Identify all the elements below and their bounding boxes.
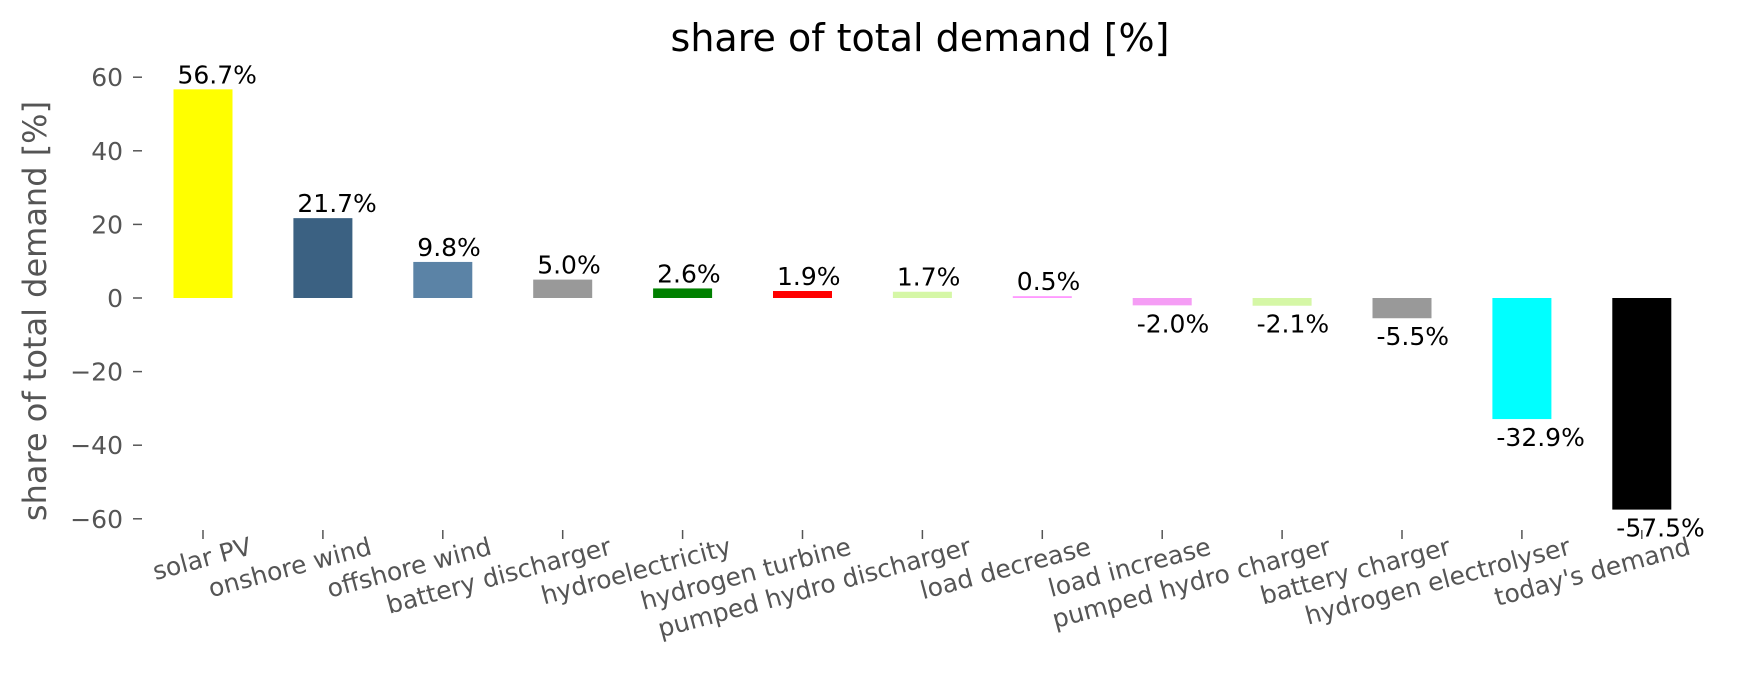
data-label: -2.1%	[1257, 310, 1330, 339]
data-label: -57.5%	[1616, 514, 1704, 543]
y-tick-label: 60	[91, 63, 123, 92]
y-tick-label: 0	[107, 284, 123, 313]
y-tick-label: 40	[91, 137, 123, 166]
bar	[1132, 298, 1192, 306]
bar	[533, 279, 593, 298]
bar	[1012, 296, 1072, 298]
data-label: 1.7%	[897, 263, 961, 292]
data-label: 2.6%	[657, 259, 721, 288]
bar	[653, 288, 713, 298]
data-label: 9.8%	[417, 233, 481, 262]
data-label: -32.9%	[1496, 423, 1584, 452]
y-axis-label: share of total demand [%]	[16, 101, 54, 521]
bar	[413, 261, 473, 298]
bar	[293, 218, 353, 298]
chart-title: share of total demand [%]	[671, 16, 1170, 60]
bar	[1252, 298, 1312, 306]
data-label: 5.0%	[537, 251, 601, 280]
bar	[173, 89, 233, 299]
data-label: -2.0%	[1137, 309, 1210, 338]
bars: 56.7% 21.7% 9.8% 5.0% 2.6% 1.9% 1.7% 0.5% -2.0% -…	[173, 60, 1705, 543]
bar	[1492, 298, 1552, 420]
data-label: -5.5%	[1377, 322, 1450, 351]
data-label: 1.9%	[777, 262, 841, 291]
data-label: 0.5%	[1017, 267, 1081, 296]
bar	[773, 291, 832, 298]
bar	[892, 291, 952, 298]
y-tick-label: 20	[91, 210, 123, 239]
y-tick-label: −20	[70, 358, 123, 387]
bar	[1372, 298, 1432, 319]
bar	[1612, 298, 1672, 510]
data-label: 21.7%	[297, 189, 376, 218]
y-axis: 60 40 20 0 −20 −40 −60	[70, 63, 142, 534]
y-tick-label: −60	[70, 505, 123, 534]
y-tick-label: −40	[70, 431, 123, 460]
data-label: 56.7%	[178, 60, 257, 89]
